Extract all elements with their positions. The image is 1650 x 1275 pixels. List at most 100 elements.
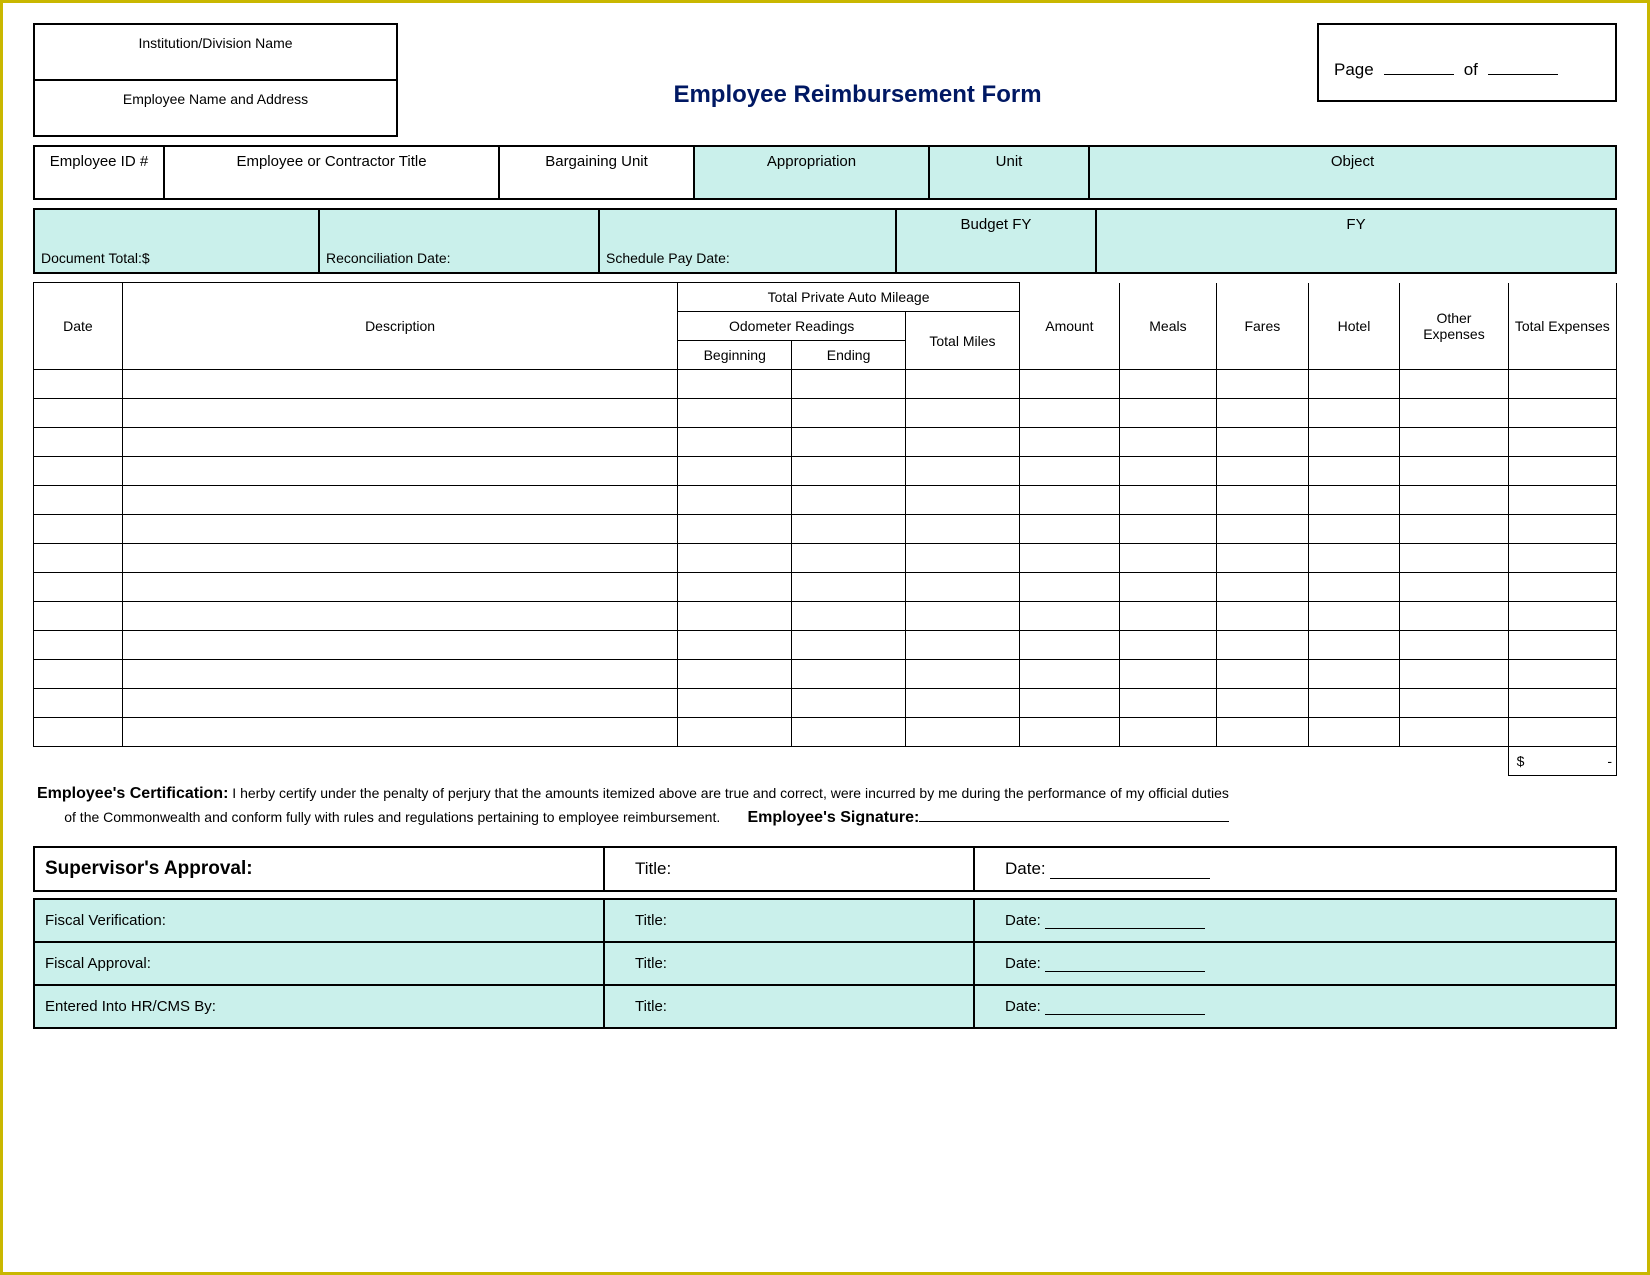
- table-cell[interactable]: [1508, 602, 1616, 631]
- table-cell[interactable]: [1400, 602, 1508, 631]
- table-cell[interactable]: [1019, 689, 1119, 718]
- table-cell[interactable]: [34, 718, 123, 747]
- table-cell[interactable]: [1308, 515, 1400, 544]
- date-line[interactable]: [1045, 928, 1205, 929]
- table-cell[interactable]: [906, 660, 1020, 689]
- table-cell[interactable]: [1308, 457, 1400, 486]
- table-cell[interactable]: [1119, 370, 1216, 399]
- table-cell[interactable]: [122, 689, 677, 718]
- table-cell[interactable]: [678, 457, 792, 486]
- table-cell[interactable]: [792, 689, 906, 718]
- table-cell[interactable]: [1019, 602, 1119, 631]
- table-cell[interactable]: [1308, 370, 1400, 399]
- table-cell[interactable]: [122, 370, 677, 399]
- table-cell[interactable]: [34, 573, 123, 602]
- table-cell[interactable]: [122, 428, 677, 457]
- table-cell[interactable]: [1217, 457, 1309, 486]
- table-cell[interactable]: [792, 573, 906, 602]
- table-cell[interactable]: [1400, 544, 1508, 573]
- table-cell[interactable]: [1019, 718, 1119, 747]
- table-cell[interactable]: [1400, 573, 1508, 602]
- table-cell[interactable]: [34, 399, 123, 428]
- table-cell[interactable]: [1119, 428, 1216, 457]
- table-cell[interactable]: [1019, 486, 1119, 515]
- table-cell[interactable]: [1508, 428, 1616, 457]
- table-cell[interactable]: [122, 631, 677, 660]
- table-cell[interactable]: [1508, 573, 1616, 602]
- table-cell[interactable]: [906, 544, 1020, 573]
- table-cell[interactable]: [1508, 718, 1616, 747]
- table-cell[interactable]: [34, 602, 123, 631]
- table-cell[interactable]: [1019, 631, 1119, 660]
- table-cell[interactable]: [122, 486, 677, 515]
- table-cell[interactable]: [1119, 718, 1216, 747]
- table-cell[interactable]: [1400, 399, 1508, 428]
- table-cell[interactable]: [1217, 573, 1309, 602]
- table-cell[interactable]: [678, 660, 792, 689]
- table-cell[interactable]: [122, 399, 677, 428]
- table-cell[interactable]: [1217, 370, 1309, 399]
- table-cell[interactable]: [906, 515, 1020, 544]
- table-cell[interactable]: [792, 660, 906, 689]
- table-cell[interactable]: [1308, 602, 1400, 631]
- table-cell[interactable]: [678, 573, 792, 602]
- table-cell[interactable]: [906, 602, 1020, 631]
- table-cell[interactable]: [906, 486, 1020, 515]
- table-cell[interactable]: [1308, 689, 1400, 718]
- table-cell[interactable]: [792, 399, 906, 428]
- table-cell[interactable]: [1119, 486, 1216, 515]
- table-cell[interactable]: [1019, 370, 1119, 399]
- table-cell[interactable]: [1508, 660, 1616, 689]
- table-cell[interactable]: [34, 660, 123, 689]
- table-cell[interactable]: [1400, 457, 1508, 486]
- table-cell[interactable]: [34, 544, 123, 573]
- table-cell[interactable]: [1119, 544, 1216, 573]
- table-cell[interactable]: [1019, 457, 1119, 486]
- table-cell[interactable]: [122, 660, 677, 689]
- table-cell[interactable]: [1217, 428, 1309, 457]
- table-cell[interactable]: [1119, 515, 1216, 544]
- table-cell[interactable]: [1508, 370, 1616, 399]
- table-cell[interactable]: [1119, 399, 1216, 428]
- page-number-line[interactable]: [1384, 74, 1454, 75]
- table-cell[interactable]: [678, 544, 792, 573]
- table-cell[interactable]: [1119, 457, 1216, 486]
- table-cell[interactable]: [906, 718, 1020, 747]
- table-cell[interactable]: [906, 689, 1020, 718]
- table-cell[interactable]: [1119, 689, 1216, 718]
- table-cell[interactable]: [1508, 486, 1616, 515]
- table-cell[interactable]: [34, 457, 123, 486]
- table-cell[interactable]: [1019, 544, 1119, 573]
- table-cell[interactable]: [678, 718, 792, 747]
- table-cell[interactable]: [1308, 399, 1400, 428]
- table-cell[interactable]: [122, 515, 677, 544]
- table-cell[interactable]: [1400, 370, 1508, 399]
- table-cell[interactable]: [1308, 544, 1400, 573]
- table-cell[interactable]: [34, 428, 123, 457]
- table-cell[interactable]: [1400, 718, 1508, 747]
- table-cell[interactable]: [1217, 602, 1309, 631]
- table-cell[interactable]: [678, 486, 792, 515]
- table-cell[interactable]: [122, 602, 677, 631]
- table-cell[interactable]: [34, 486, 123, 515]
- table-cell[interactable]: [1217, 660, 1309, 689]
- table-cell[interactable]: [1217, 544, 1309, 573]
- table-cell[interactable]: [906, 428, 1020, 457]
- date-line[interactable]: [1050, 878, 1210, 879]
- table-cell[interactable]: [1400, 689, 1508, 718]
- signature-line[interactable]: [919, 821, 1229, 822]
- table-cell[interactable]: [678, 515, 792, 544]
- table-cell[interactable]: [1508, 689, 1616, 718]
- table-cell[interactable]: [678, 631, 792, 660]
- table-cell[interactable]: [906, 631, 1020, 660]
- table-cell[interactable]: [678, 370, 792, 399]
- table-cell[interactable]: [1308, 428, 1400, 457]
- table-cell[interactable]: [1217, 515, 1309, 544]
- table-cell[interactable]: [678, 602, 792, 631]
- table-cell[interactable]: [1019, 660, 1119, 689]
- table-cell[interactable]: [1308, 660, 1400, 689]
- table-cell[interactable]: [792, 370, 906, 399]
- table-cell[interactable]: [1400, 631, 1508, 660]
- table-cell[interactable]: [792, 718, 906, 747]
- table-cell[interactable]: [34, 515, 123, 544]
